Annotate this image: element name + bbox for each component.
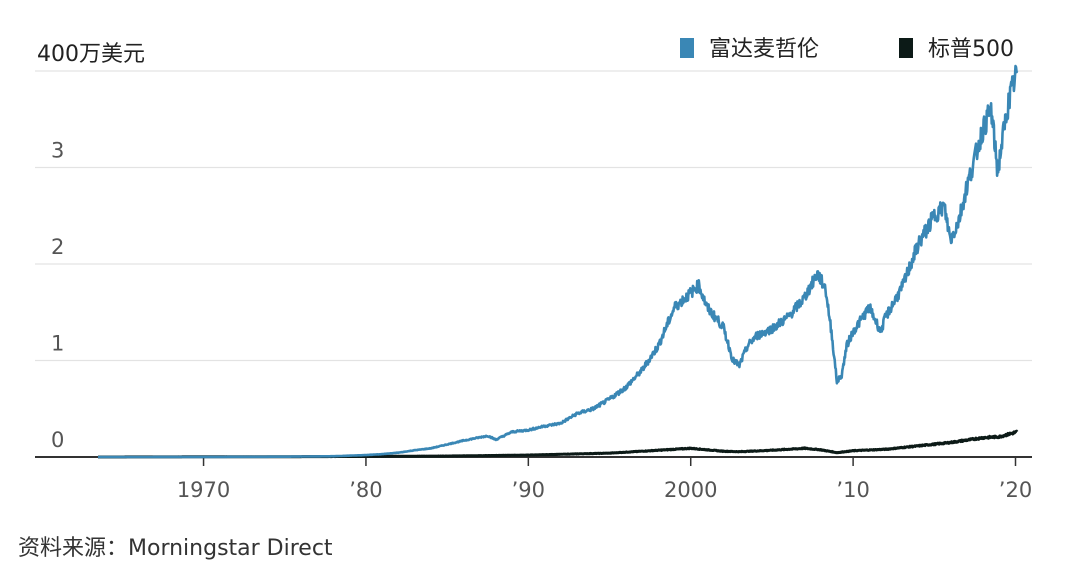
y-tick-label: 2 bbox=[51, 235, 64, 259]
x-tick-label: ’80 bbox=[349, 478, 382, 502]
x-tick-label: ’90 bbox=[512, 478, 545, 502]
series-line-magellan bbox=[97, 64, 1019, 459]
y-axis: 0 1 2 3 400万美元 bbox=[37, 42, 145, 452]
y-tick-label: 0 bbox=[51, 428, 64, 452]
x-tick-label: 2000 bbox=[664, 478, 717, 502]
grid-lines bbox=[35, 70, 1032, 362]
y-tick-label: 400万美元 bbox=[37, 42, 145, 67]
x-tick-label: ’20 bbox=[999, 478, 1032, 502]
legend-swatch bbox=[899, 38, 913, 58]
x-tick-label: ’10 bbox=[836, 478, 869, 502]
y-tick-label: 1 bbox=[51, 332, 64, 356]
x-axis: 1970 ’80 ’90 2000 ’10 ’20 bbox=[35, 456, 1032, 502]
legend-label: 富达麦哲伦 bbox=[709, 37, 819, 62]
series-lines bbox=[97, 64, 1019, 459]
y-tick-label: 3 bbox=[51, 139, 64, 163]
x-tick-label: 1970 bbox=[177, 478, 230, 502]
legend-swatch bbox=[680, 38, 694, 58]
source-note: 资料来源：Morningstar Direct bbox=[18, 536, 333, 561]
legend-label: 标普500 bbox=[928, 37, 1014, 62]
series-line-sp500 bbox=[97, 429, 1019, 459]
legend: 富达麦哲伦 标普500 bbox=[680, 37, 1014, 62]
